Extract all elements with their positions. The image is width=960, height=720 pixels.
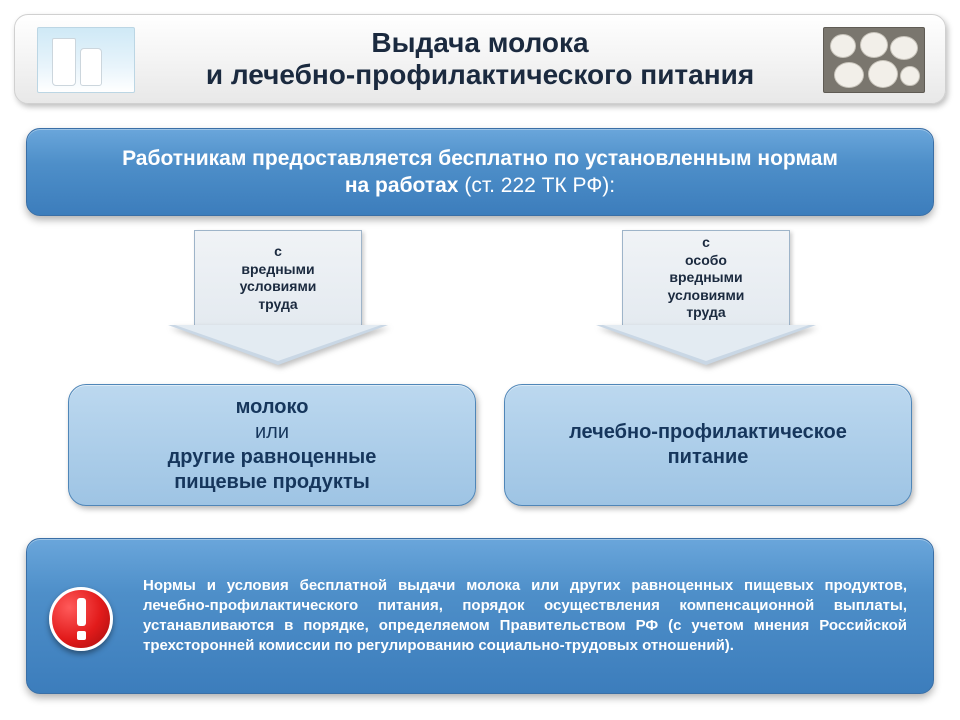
arrow-left-l3: условиями	[240, 278, 317, 296]
arrow-right-head-inner	[603, 325, 809, 361]
box-milk: молоко или другие равноценные пищевые пр…	[68, 384, 476, 506]
arrow-left-head-inner	[175, 325, 381, 361]
intro-line2-prefix: на работах	[345, 174, 464, 197]
intro-line2: на работах (ст. 222 ТК РФ):	[27, 172, 933, 199]
header-bar: Выдача молока и лечебно-профилактическог…	[14, 14, 946, 104]
intro-panel: Работникам предоставляется бесплатно по …	[26, 128, 934, 216]
arrow-harmful-label: с вредными условиями труда	[194, 230, 362, 326]
intro-line2-paren: (ст. 222 ТК РФ):	[464, 174, 615, 197]
arrow-right-l4: условиями	[668, 287, 745, 305]
box-nutrition: лечебно-профилактическое питание	[504, 384, 912, 506]
alert-icon	[49, 587, 113, 651]
arrow-right-l3: вредными	[668, 269, 745, 287]
box-left-l3: другие равноценные	[168, 445, 377, 470]
food-tray-image	[823, 27, 925, 93]
title-line1: Выдача молока	[145, 27, 815, 59]
arrow-left-l4: труда	[240, 296, 317, 314]
arrow-especially-harmful: с особо вредными условиями труда	[596, 230, 816, 365]
arrow-right-l2: особо	[668, 252, 745, 270]
arrow-left-l2: вредными	[240, 261, 317, 279]
arrow-right-l1: с	[668, 234, 745, 252]
box-right-l2: питание	[668, 445, 749, 470]
box-left-l2: или	[255, 420, 289, 445]
arrow-right-l5: труда	[668, 304, 745, 322]
box-left-l1: молоко	[236, 395, 309, 420]
footer-panel: Нормы и условия бесплатной выдачи молока…	[26, 538, 934, 694]
page-title: Выдача молока и лечебно-профилактическог…	[145, 25, 815, 93]
arrow-esp-harmful-label: с особо вредными условиями труда	[622, 230, 790, 326]
milk-image	[37, 27, 135, 93]
box-left-l4: пищевые продукты	[174, 470, 370, 495]
intro-line1: Работникам предоставляется бесплатно по …	[27, 145, 933, 172]
title-line2: и лечебно-профилактического питания	[145, 59, 815, 91]
box-right-l1: лечебно-профилактическое	[569, 420, 847, 445]
arrow-left-l1: с	[240, 243, 317, 261]
footer-text: Нормы и условия бесплатной выдачи молока…	[143, 576, 907, 657]
arrow-harmful: с вредными условиями труда	[168, 230, 388, 365]
